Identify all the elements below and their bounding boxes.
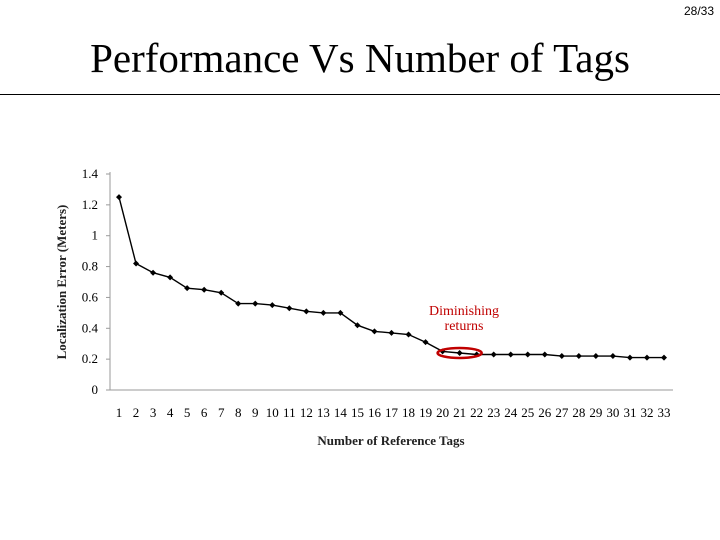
data-point <box>252 300 259 307</box>
x-tick-label: 2 <box>133 405 140 420</box>
data-point <box>524 351 531 358</box>
chart-axes <box>106 172 673 391</box>
page-number: 28/33 <box>683 4 714 18</box>
y-tick-label: 0.6 <box>82 289 99 304</box>
data-point <box>337 309 344 316</box>
data-point <box>201 286 208 293</box>
data-point <box>235 300 242 307</box>
x-tick-label: 1 <box>116 405 123 420</box>
x-tick-label: 10 <box>266 405 279 420</box>
x-tick-label: 21 <box>453 405 466 420</box>
y-tick-label: 0.2 <box>82 351 98 366</box>
data-point <box>371 328 378 335</box>
series-layer <box>116 194 667 361</box>
y-tick-label: 0 <box>92 382 99 397</box>
annotation-ellipse <box>436 346 483 360</box>
x-tick-label: 19 <box>419 405 432 420</box>
x-tick-label: 8 <box>235 405 242 420</box>
y-tick-label: 1.2 <box>82 197 98 212</box>
annotation-text: returns <box>445 319 484 334</box>
x-tick-label: 4 <box>167 405 174 420</box>
data-point <box>490 351 497 358</box>
x-tick-label: 27 <box>555 405 569 420</box>
x-tick-label: 16 <box>368 405 382 420</box>
x-tick-label: 33 <box>658 405 671 420</box>
data-point <box>575 353 582 360</box>
data-point <box>167 274 174 281</box>
data-point <box>133 260 140 267</box>
data-point <box>269 302 276 309</box>
x-tick-label: 6 <box>201 405 208 420</box>
x-tick-label: 31 <box>623 405 636 420</box>
x-tick-label: 18 <box>402 405 415 420</box>
title-divider <box>0 94 720 95</box>
data-point <box>592 353 599 360</box>
x-tick-label: 7 <box>218 405 225 420</box>
x-tick-label: 26 <box>538 405 552 420</box>
x-tick-label: 13 <box>317 405 330 420</box>
x-tick-label: 29 <box>589 405 602 420</box>
y-axis-title: Localization Error (Meters) <box>54 205 69 360</box>
x-tick-label: 20 <box>436 405 449 420</box>
x-tick-label: 14 <box>334 405 348 420</box>
x-tick-label: 5 <box>184 405 191 420</box>
data-point <box>388 329 395 336</box>
x-tick-label: 28 <box>572 405 585 420</box>
annotation-text: Diminishing <box>429 304 499 319</box>
x-axis-title: Number of Reference Tags <box>317 433 464 448</box>
data-point <box>422 339 429 346</box>
y-tick-label: 1 <box>92 228 99 243</box>
y-tick-label: 0.8 <box>82 259 98 274</box>
x-tick-label: 3 <box>150 405 157 420</box>
data-point <box>456 349 463 356</box>
x-tick-label: 15 <box>351 405 364 420</box>
data-point <box>643 354 650 361</box>
data-point <box>405 331 412 338</box>
y-tick-label: 0.4 <box>82 320 99 335</box>
data-point <box>558 353 565 360</box>
x-tick-label: 12 <box>300 405 313 420</box>
data-point <box>661 354 667 361</box>
data-point <box>303 308 310 315</box>
data-point <box>116 194 122 201</box>
data-point <box>354 322 361 329</box>
x-tick-label: 30 <box>606 405 619 420</box>
data-point <box>541 351 548 358</box>
x-tick-label: 23 <box>487 405 500 420</box>
slide-title: Performance Vs Number of Tags <box>90 35 630 81</box>
x-tick-label: 32 <box>640 405 653 420</box>
data-point <box>184 285 191 292</box>
x-tick-label: 17 <box>385 405 399 420</box>
data-point <box>218 289 225 296</box>
x-tick-label: 22 <box>470 405 483 420</box>
data-point <box>626 354 633 361</box>
data-point <box>609 353 616 360</box>
x-tick-labels: 1 2 3 4 5 6 7 8 9 10 11 12 13 14 15 16 17 18 19 20 21 22 23 24 2… <box>116 405 671 420</box>
data-point <box>286 305 293 312</box>
data-point <box>320 309 327 316</box>
data-point <box>507 351 514 358</box>
x-tick-label: 9 <box>252 405 259 420</box>
x-tick-label: 24 <box>504 405 518 420</box>
x-tick-label: 11 <box>283 405 296 420</box>
y-tick-label: 1.4 <box>82 166 99 181</box>
data-point <box>150 269 157 276</box>
y-tick-labels: 0 0.2 0.4 0.6 0.8 1 1.2 1.4 <box>82 166 99 397</box>
x-tick-label: 25 <box>521 405 534 420</box>
